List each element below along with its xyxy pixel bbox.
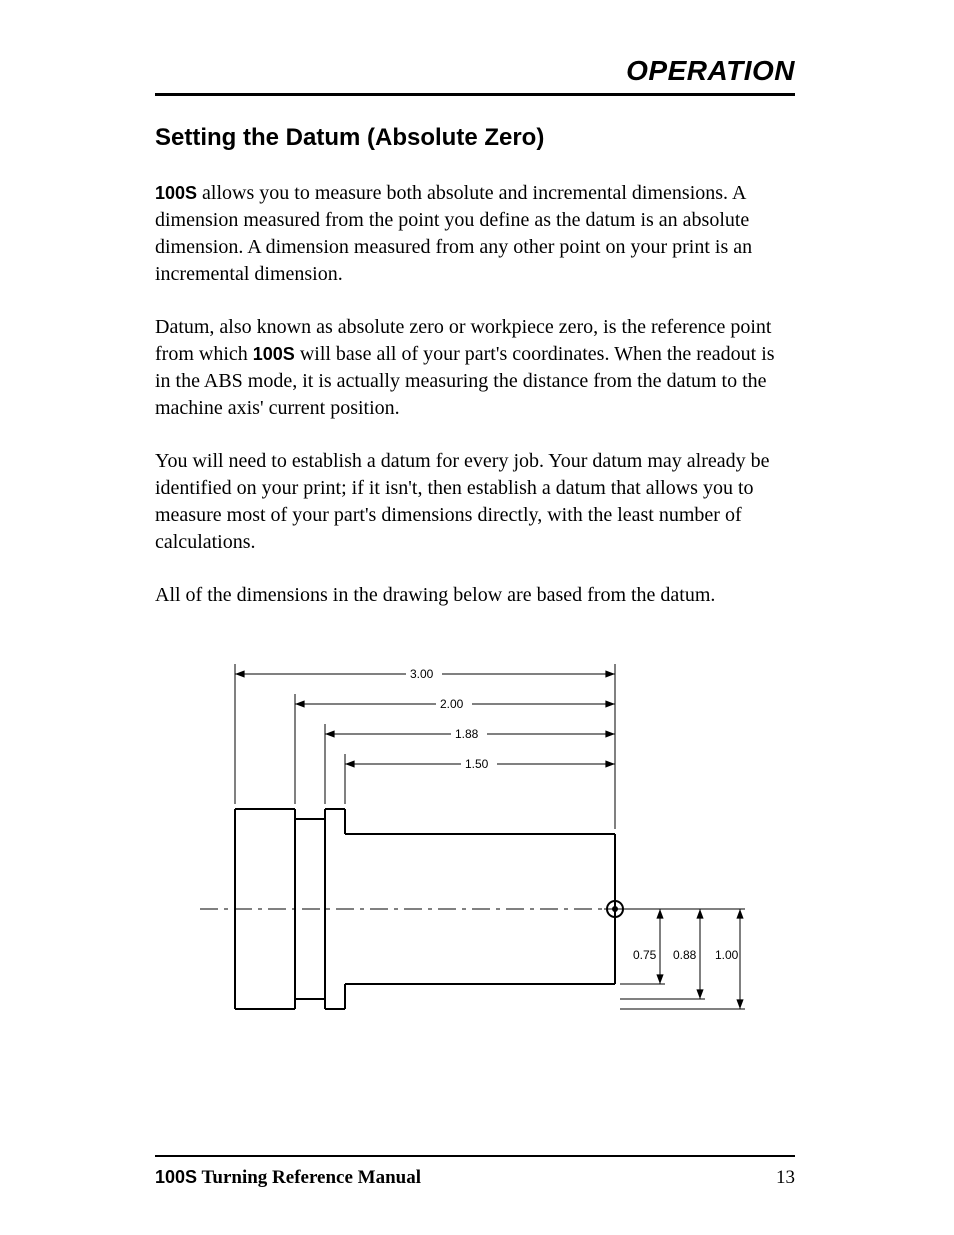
paragraph-2: Datum, also known as absolute zero or wo… <box>155 314 795 422</box>
svg-text:1.50: 1.50 <box>465 757 489 771</box>
paragraph-4: All of the dimensions in the drawing bel… <box>155 582 795 609</box>
svg-text:1.88: 1.88 <box>455 727 479 741</box>
paragraph-3: You will need to establish a datum for e… <box>155 448 795 556</box>
svg-text:1.00: 1.00 <box>715 948 739 962</box>
footer-title-text: Turning Reference Manual <box>197 1167 421 1188</box>
section-heading: Setting the Datum (Absolute Zero) <box>155 124 795 152</box>
svg-text:2.00: 2.00 <box>440 697 464 711</box>
product-name: 100S <box>253 344 295 364</box>
footer-manual-title: 100S Turning Reference Manual <box>155 1167 421 1189</box>
paragraph-1-text: allows you to measure both absolute and … <box>155 182 752 285</box>
svg-text:0.88: 0.88 <box>673 948 697 962</box>
product-name: 100S <box>155 183 197 203</box>
page-footer: 100S Turning Reference Manual 13 <box>155 1155 795 1189</box>
page-header-title: OPERATION <box>155 55 795 96</box>
footer-page-number: 13 <box>776 1167 795 1189</box>
svg-text:0.75: 0.75 <box>633 948 657 962</box>
paragraph-1: 100S allows you to measure both absolute… <box>155 180 795 288</box>
svg-text:3.00: 3.00 <box>410 667 434 681</box>
product-name: 100S <box>155 1167 197 1187</box>
datum-diagram: 3.00 2.00 1.88 1.50 0.75 0.88 1.00 <box>195 639 755 1059</box>
